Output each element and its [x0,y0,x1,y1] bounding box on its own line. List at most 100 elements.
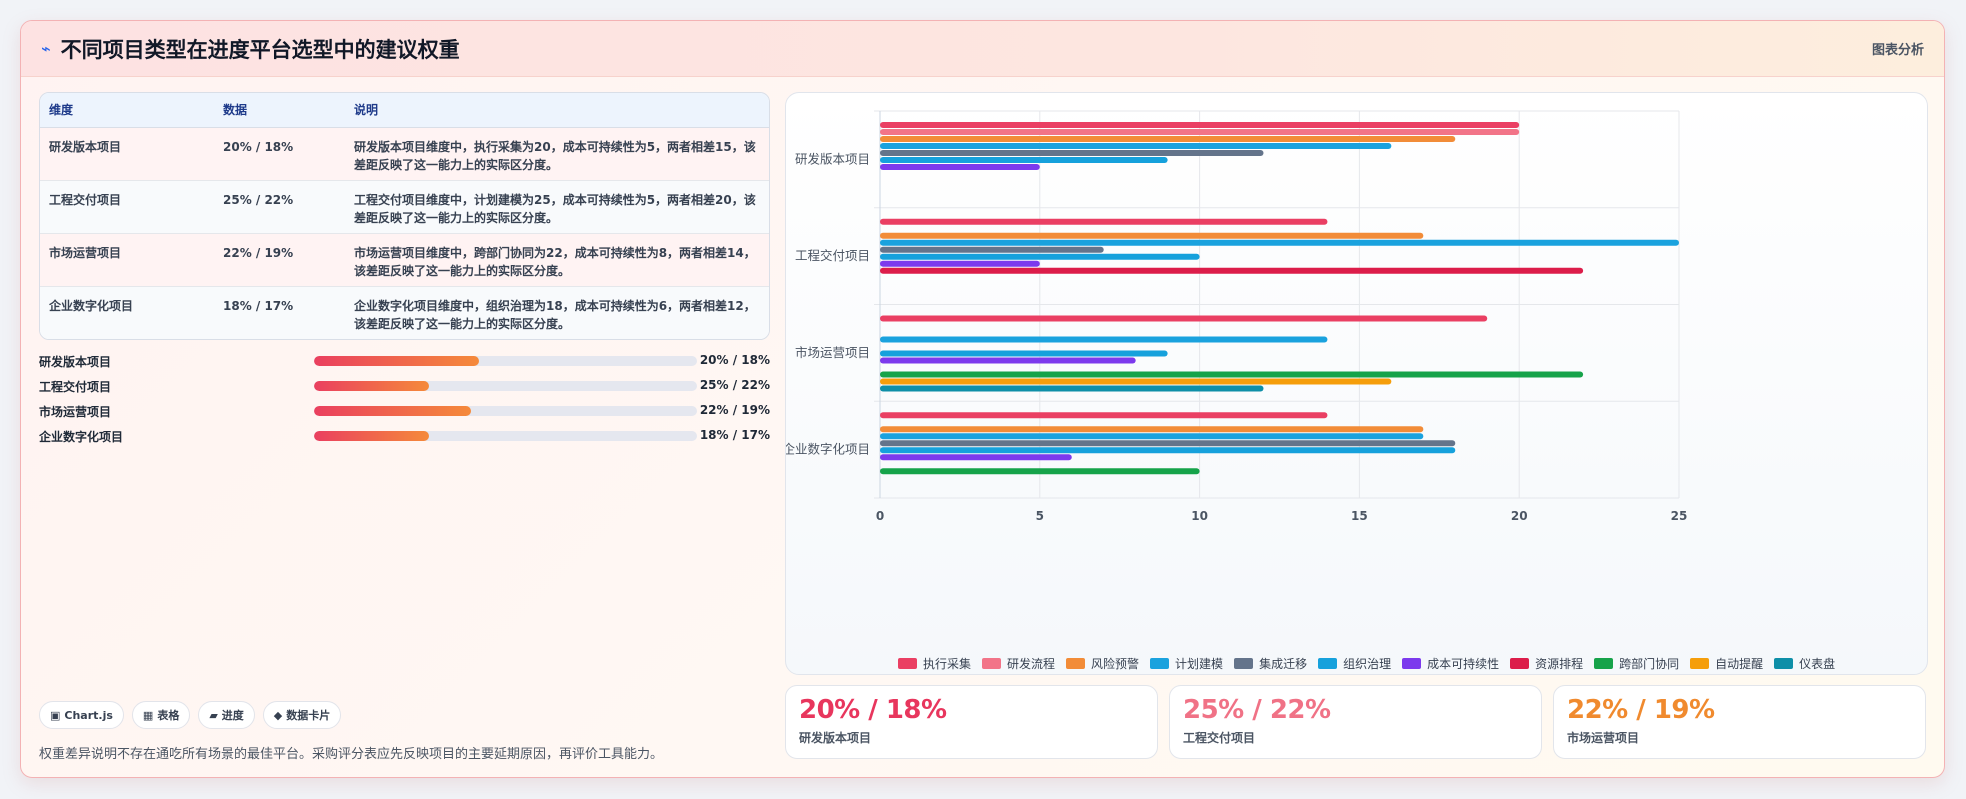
progress-track [314,406,697,416]
legend-label: 风险预警 [1091,657,1140,671]
legend-label: 仪表盘 [1799,657,1836,671]
progress-row: 企业数字化项目 18% / 17% [39,426,770,451]
kpi-value: 20% / 18% [799,695,947,725]
feature-chips: ▣ Chart.js ▦ 表格 ▰ 进度 ◆ 数据卡片 [39,701,342,729]
legend-swatch [1150,658,1170,669]
legend-swatch [1234,658,1254,669]
kpi-card: 22% / 19% 市场运营项目 [1553,685,1926,759]
progress-track [314,356,697,366]
bar [880,385,1264,392]
legend-swatch [982,658,1002,669]
bar [880,267,1584,274]
legend-item[interactable]: 风险预警 [1066,655,1139,672]
legend-item[interactable]: 集成迁移 [1234,655,1307,672]
legend-item[interactable]: 资源排程 [1510,655,1583,672]
y-tick-label: 工程交付项目 [795,248,870,263]
legend-item[interactable]: 研发流程 [982,655,1055,672]
progress-label: 市场运营项目 [39,405,112,419]
bar [880,136,1456,142]
bar [880,164,1040,170]
table-row: 企业数字化项目 18% / 17% 企业数字化项目维度中，组织治理为18，成本可… [40,286,769,339]
bar [880,122,1520,128]
legend-swatch [1402,658,1422,669]
footnote: 权重差异说明不存在通吃所有场景的最佳平台。采购评分表应先反映项目的主要延期原因，… [39,747,664,762]
bar [880,350,1168,357]
progress-value: 20% / 18% [699,353,770,367]
x-tick-label: 20 [1511,509,1528,523]
progress-icon: ▰ [209,708,218,722]
legend-item[interactable]: 仪表盘 [1774,655,1835,672]
bar [880,232,1424,239]
table-cell-data: 18% / 17% [214,286,345,339]
chart-icon: ▣ [50,708,61,722]
data-table: 维度 数据 说明 研发版本项目 20% / 18% 研发版本项目维度中，执行采集… [39,92,770,340]
progress-fill [314,356,479,366]
progress-row: 市场运营项目 22% / 19% [39,401,770,426]
chart-analysis-tag[interactable]: 图表分析 [1871,43,1924,58]
progress-fill [314,381,429,391]
kpi-label: 工程交付项目 [1183,731,1256,745]
chip-chartjs[interactable]: ▣ Chart.js [39,701,124,729]
chip-label: Chart.js [64,708,113,722]
legend-item[interactable]: 自动提醒 [1690,655,1763,672]
legend-label: 自动提醒 [1715,657,1764,671]
kpi-value: 25% / 22% [1183,695,1331,725]
table-cell-data: 22% / 19% [214,233,345,287]
bar [880,447,1456,454]
legend-item[interactable]: 跨部门协同 [1594,655,1679,672]
legend-item[interactable]: 计划建模 [1150,655,1223,672]
progress-fill [314,406,472,416]
table-header-description: 说明 [345,93,769,128]
kpi-card: 25% / 22% 工程交付项目 [1169,685,1542,759]
chip-table[interactable]: ▦ 表格 [131,701,191,729]
progress-value: 25% / 22% [699,378,770,392]
y-tick-label: 企业数字化项目 [786,442,870,457]
progress-row: 工程交付项目 25% / 22% [39,376,770,401]
y-tick-label: 研发版本项目 [795,151,870,166]
table-row: 研发版本项目 20% / 18% 研发版本项目维度中，执行采集为20，成本可持续… [40,127,769,181]
chip-data-card[interactable]: ◆ 数据卡片 [262,701,342,729]
bar [880,260,1040,267]
legend-label: 组织治理 [1343,657,1392,671]
table-cell-data: 20% / 18% [214,127,345,181]
bar [880,157,1168,163]
bar [880,143,1392,149]
table-header-dimension: 维度 [40,93,214,128]
legend-swatch [1594,658,1614,669]
page-title: 不同项目类型在进度平台选型中的建议权重 [60,37,460,62]
bar [880,357,1136,364]
x-tick-label: 25 [1671,509,1688,523]
chip-label: 表格 [157,709,180,722]
x-tick-label: 5 [1036,509,1044,523]
legend-item[interactable]: 成本可持续性 [1402,655,1499,672]
bar [880,315,1488,322]
x-tick-label: 15 [1351,509,1368,523]
bar [880,454,1072,461]
legend-item[interactable]: 组织治理 [1318,655,1391,672]
chip-progress[interactable]: ▰ 进度 [198,701,255,729]
kpi-label: 研发版本项目 [799,731,872,745]
legend-swatch [1318,658,1338,669]
table-cell-description: 市场运营项目维度中，跨部门协同为22，成本可持续性为8，两者相差14，该差距反映… [345,233,769,287]
bar [880,218,1328,225]
chart-legend: 执行采集 研发流程 风险预警 计划建模 集成迁移 组织治理 成本可持续性 资源排程 跨部门协同 自… [898,655,1835,672]
chip-label: 数据卡片 [286,709,331,722]
progress-fill [314,431,429,441]
bar [880,378,1392,385]
kpi-value: 22% / 19% [1567,695,1715,725]
lightning-icon: ⌁ [41,39,51,58]
bar [880,426,1424,433]
main-card: ⌁ 不同项目类型在进度平台选型中的建议权重 图表分析 维度 数据 说明 研发版本… [20,20,1945,778]
page-header: ⌁ 不同项目类型在进度平台选型中的建议权重 图表分析 [21,21,1944,77]
legend-item[interactable]: 执行采集 [898,655,971,672]
table-header-data: 数据 [214,93,345,128]
bar [880,253,1200,260]
bar [880,129,1520,135]
progress-track [314,431,697,441]
progress-row: 研发版本项目 20% / 18% [39,351,770,376]
table-cell-data: 25% / 22% [214,180,345,234]
bar [880,412,1328,419]
bar [880,336,1328,343]
chip-label: 进度 [221,709,244,722]
